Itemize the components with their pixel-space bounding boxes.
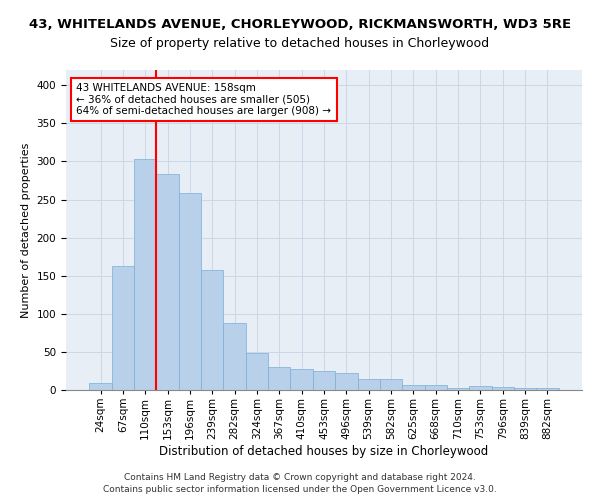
Bar <box>201 270 223 390</box>
Text: 43 WHITELANDS AVENUE: 158sqm
← 36% of detached houses are smaller (505)
64% of s: 43 WHITELANDS AVENUE: 158sqm ← 36% of de… <box>76 83 331 116</box>
Bar <box>157 174 179 390</box>
Text: 43, WHITELANDS AVENUE, CHORLEYWOOD, RICKMANSWORTH, WD3 5RE: 43, WHITELANDS AVENUE, CHORLEYWOOD, RICK… <box>29 18 571 30</box>
Text: Contains public sector information licensed under the Open Government Licence v3: Contains public sector information licen… <box>103 484 497 494</box>
Bar <box>335 373 358 390</box>
Bar <box>402 384 425 390</box>
Bar <box>491 387 514 390</box>
Bar <box>268 367 290 390</box>
Text: Size of property relative to detached houses in Chorleywood: Size of property relative to detached ho… <box>110 38 490 51</box>
X-axis label: Distribution of detached houses by size in Chorleywood: Distribution of detached houses by size … <box>160 444 488 458</box>
Bar <box>223 323 246 390</box>
Bar <box>358 380 380 390</box>
Bar <box>447 388 469 390</box>
Bar <box>134 159 157 390</box>
Bar <box>246 354 268 390</box>
Bar <box>469 386 491 390</box>
Bar <box>536 388 559 390</box>
Bar <box>514 388 536 390</box>
Y-axis label: Number of detached properties: Number of detached properties <box>21 142 31 318</box>
Text: Contains HM Land Registry data © Crown copyright and database right 2024.: Contains HM Land Registry data © Crown c… <box>124 473 476 482</box>
Bar <box>89 383 112 390</box>
Bar <box>425 386 447 390</box>
Bar <box>380 380 402 390</box>
Bar <box>290 368 313 390</box>
Bar <box>313 371 335 390</box>
Bar <box>112 266 134 390</box>
Bar <box>179 194 201 390</box>
